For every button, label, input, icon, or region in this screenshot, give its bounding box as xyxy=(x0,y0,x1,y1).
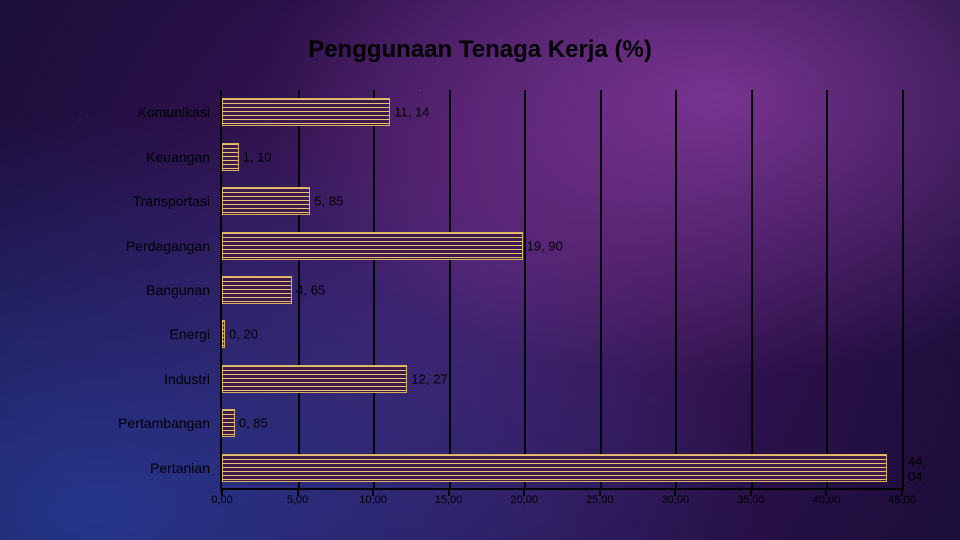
category-label: Komunikasi xyxy=(138,104,222,120)
value-label: 4, 65 xyxy=(296,282,325,297)
x-tick-label: 35,00 xyxy=(737,490,765,506)
chart-row: Energi0, 20 xyxy=(222,312,902,356)
value-label-overflow-line: 44, xyxy=(908,454,926,469)
value-label-overflow: 44,04 xyxy=(908,454,926,484)
bar xyxy=(222,232,523,260)
category-label: Perdagangan xyxy=(126,238,222,254)
chart-row: Pertambangan0, 85 xyxy=(222,401,902,445)
category-label: Bangunan xyxy=(146,282,222,298)
chart-row: Perdagangan19, 90 xyxy=(222,223,902,267)
bar xyxy=(222,365,407,393)
x-tick-label: 45,00 xyxy=(888,490,916,506)
bar xyxy=(222,98,390,126)
category-label: Pertanian xyxy=(150,460,222,476)
bar xyxy=(222,187,310,215)
x-tick-label: 30,00 xyxy=(662,490,690,506)
value-label: 1, 10 xyxy=(243,149,272,164)
chart-plot-area: 0,005,0010,0015,0020,0025,0030,0035,0040… xyxy=(220,90,902,490)
x-tick-label: 20,00 xyxy=(510,490,538,506)
chart-row: Industri12, 27 xyxy=(222,357,902,401)
bar xyxy=(222,409,235,437)
chart-row: Pertanian44, 04 xyxy=(222,446,902,490)
category-label: Pertambangan xyxy=(118,415,222,431)
category-label: Industri xyxy=(164,371,222,387)
bar xyxy=(222,320,225,348)
chart-row: Bangunan4, 65 xyxy=(222,268,902,312)
bar xyxy=(222,454,887,482)
x-tick-label: 25,00 xyxy=(586,490,614,506)
value-label: 0, 85 xyxy=(239,416,268,431)
x-tick-label: 40,00 xyxy=(813,490,841,506)
bar xyxy=(222,276,292,304)
value-label: 11, 14 xyxy=(394,105,429,120)
bar xyxy=(222,143,239,171)
x-tick-label: 15,00 xyxy=(435,490,463,506)
x-tick-label: 0,00 xyxy=(211,490,232,506)
chart-row: Komunikasi11, 14 xyxy=(222,90,902,134)
chart-row: Transportasi5, 85 xyxy=(222,179,902,223)
value-label: 19, 90 xyxy=(527,238,563,253)
value-label: 12, 27 xyxy=(411,371,447,386)
category-label: Transportasi xyxy=(133,193,222,209)
value-label: 0, 20 xyxy=(229,327,258,342)
x-tick-label: 5,00 xyxy=(287,490,308,506)
x-tick-label: 10,00 xyxy=(359,490,387,506)
value-label: 5, 85 xyxy=(314,194,343,209)
value-label-overflow-line: 04 xyxy=(908,469,926,484)
gridline xyxy=(902,90,904,490)
category-label: Energi xyxy=(170,326,222,342)
chart-row: Keuangan1, 10 xyxy=(222,134,902,178)
chart-title: Penggunaan Tenaga Kerja (%) xyxy=(0,36,960,64)
category-label: Keuangan xyxy=(146,149,222,165)
